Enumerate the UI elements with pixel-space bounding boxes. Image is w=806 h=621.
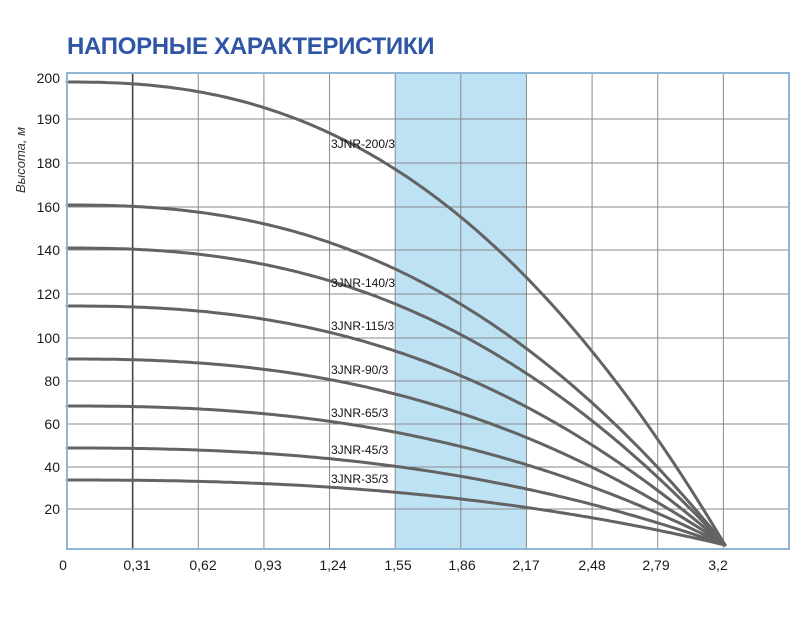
- chart-title: НАПОРНЫЕ ХАРАКТЕРИСТИКИ: [67, 33, 435, 60]
- y-tick-label: 120: [37, 286, 61, 302]
- axis-layer: 0 0,31 0,62 0,93 1,24 1,55 1,86 2,17 2,48 2,79 3,2…: [37, 70, 790, 573]
- y-axis-label: Высота, м: [13, 127, 28, 193]
- curve-3jnr-90-3: [65, 304, 727, 547]
- curve-3jnr-45-3: [65, 404, 727, 547]
- x-tick-label: 0,31: [123, 557, 150, 573]
- x-tick-label: 1,55: [384, 557, 411, 573]
- x-tick-label: 0,62: [189, 557, 216, 573]
- x-tick-label: 1,24: [319, 557, 346, 573]
- y-tick-label: 100: [37, 330, 61, 346]
- curve-unnamed: [65, 478, 727, 547]
- series-label: 3JNR-140/3: [331, 276, 395, 290]
- series-label: 3JNR-90/3: [331, 363, 389, 377]
- y-tick-label: 180: [37, 155, 61, 171]
- y-tick-label: 80: [44, 373, 60, 389]
- x-tick-label: 0: [59, 557, 67, 573]
- x-tick-label: 2,17: [512, 557, 539, 573]
- curve-3jnr-65-3: [65, 357, 727, 547]
- curve-layer: [65, 80, 727, 547]
- x-tick-label: 2,48: [578, 557, 605, 573]
- series-label-layer: 3JNR-200/3 3JNR-140/3 3JNR-115/3 3JNR-90/3 3…: [331, 137, 395, 486]
- series-label: 3JNR-35/3: [331, 472, 389, 486]
- y-tick-label: 160: [37, 199, 61, 215]
- x-tick-label: 1,86: [448, 557, 475, 573]
- series-label: 3JNR-200/3: [331, 137, 395, 151]
- curve-3jnr-140-3: [65, 203, 727, 547]
- series-label: 3JNR-65/3: [331, 406, 389, 420]
- curve-3jnr-35-3: [65, 446, 727, 547]
- x-tick-label: 0,93: [254, 557, 281, 573]
- series-label: 3JNR-115/3: [331, 319, 394, 333]
- y-tick-label: 40: [44, 459, 60, 475]
- x-tick-label: 3,2: [708, 557, 728, 573]
- y-tick-label: 200: [37, 70, 61, 86]
- x-tick-label: 2,79: [642, 557, 669, 573]
- y-tick-label: 20: [44, 501, 60, 517]
- y-tick-label: 190: [37, 111, 61, 127]
- curve-3jnr-200-3: [65, 80, 727, 547]
- grid-layer: [67, 73, 789, 549]
- y-tick-label: 60: [44, 416, 60, 432]
- series-label: 3JNR-45/3: [331, 443, 389, 457]
- y-tick-label: 140: [37, 242, 61, 258]
- plot-frame: [66, 72, 790, 550]
- curve-3jnr-115-3: [65, 246, 727, 547]
